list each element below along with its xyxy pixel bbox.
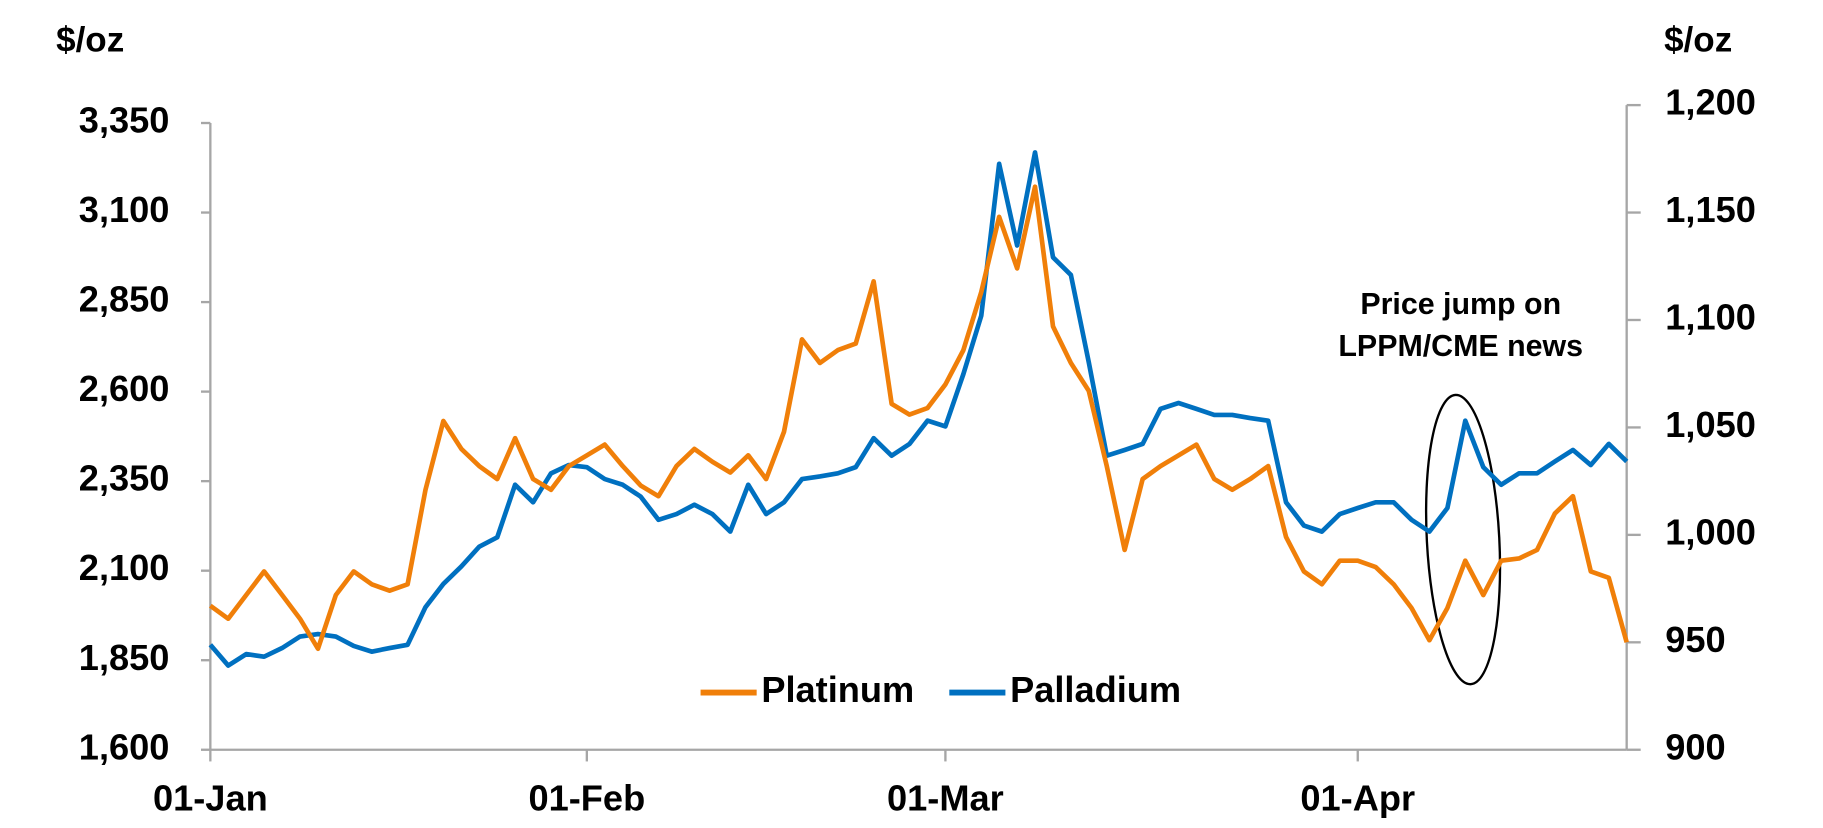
y-tick-label: 2,100 <box>79 547 170 588</box>
x-tick-label: 01-Mar <box>887 778 1004 819</box>
y-tick-label: 3,350 <box>79 100 170 141</box>
y2-tick-label: 1,050 <box>1665 404 1756 445</box>
legend-label: Platinum <box>761 669 914 710</box>
annotation-ellipse <box>1424 393 1502 686</box>
y-tick-label: 1,600 <box>79 726 170 767</box>
y2-tick-label: 1,000 <box>1665 511 1756 552</box>
x-tick-label: 01-Feb <box>528 778 645 819</box>
y-tick-label: 2,350 <box>79 458 170 499</box>
y-tick-label: 2,850 <box>79 279 170 320</box>
y2-axis-label: $/oz <box>1664 20 1732 59</box>
series-line <box>208 184 1629 652</box>
y2-tick-label: 1,150 <box>1665 189 1756 230</box>
annotation-text: LPPM/CME news <box>1338 330 1583 363</box>
y-tick-label: 1,850 <box>79 637 170 678</box>
x-tick-label: 01-Jan <box>153 778 268 819</box>
y2-tick-label: 1,100 <box>1665 297 1756 338</box>
annotation-text: Price jump on <box>1360 288 1561 321</box>
y2-tick-label: 950 <box>1665 619 1725 660</box>
y2-tick-label: 900 <box>1665 726 1725 767</box>
y2-tick-label: 1,200 <box>1665 82 1756 123</box>
series-line <box>208 150 1629 668</box>
y-axis-label: $/oz <box>56 20 124 59</box>
legend-label: Palladium <box>1010 669 1181 710</box>
x-tick-label: 01-Apr <box>1300 778 1415 819</box>
y-tick-label: 3,100 <box>79 189 170 230</box>
y-tick-label: 2,600 <box>79 368 170 409</box>
